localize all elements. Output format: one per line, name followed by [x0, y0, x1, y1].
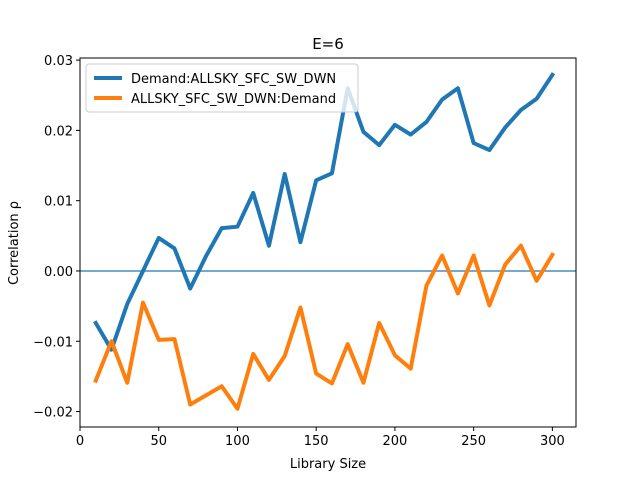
legend-label-1: Demand:ALLSKY_SFC_SW_DWN	[131, 72, 336, 87]
chart-title: E=6	[312, 35, 344, 53]
y-tick-label: −0.02	[33, 406, 73, 421]
x-tick-label: 100	[225, 434, 250, 449]
series-line-2	[93, 243, 556, 411]
y-tick-label: −0.01	[33, 335, 73, 350]
axes-frame	[79, 57, 577, 428]
x-tick-label: 150	[304, 434, 329, 449]
x-tick-label: 250	[461, 434, 486, 449]
y-tick-label: 0.03	[44, 54, 73, 69]
x-axis-label: Library Size	[290, 457, 366, 472]
x-tick-label: 0	[76, 434, 84, 449]
legend-label-2: ALLSKY_SFC_SW_DWN:Demand	[131, 92, 336, 107]
series-line-1	[93, 72, 556, 352]
legend-box	[85, 63, 359, 113]
x-tick-label: 50	[150, 434, 167, 449]
x-tick-label: 200	[383, 434, 408, 449]
y-tick-label: 0.02	[44, 124, 73, 139]
y-axis-label: Correlation ρ	[7, 201, 22, 285]
y-tick-label: 0.01	[44, 195, 73, 210]
y-tick-label: 0.00	[44, 265, 73, 280]
plot-area: 0 50 100 150 200 250 300 −0.02 −0.01 0.00 0.01 0.02…	[33, 54, 577, 449]
x-tick-label: 300	[540, 434, 565, 449]
